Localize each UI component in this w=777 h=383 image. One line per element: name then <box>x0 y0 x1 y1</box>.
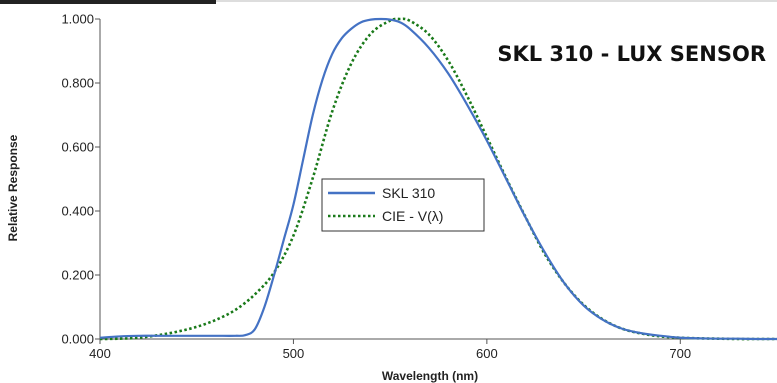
x-tick-label: 600 <box>476 346 498 361</box>
x-axis-title: Wavelength (nm) <box>382 369 478 383</box>
series-lines <box>99 17 777 341</box>
top-left-bar <box>0 0 216 4</box>
y-axis: 0.000 0.200 0.400 0.600 0.800 1.000 <box>61 12 101 347</box>
chart-title: SKL 310 - LUX SENSOR <box>497 42 766 66</box>
y-tick-label: 0.600 <box>61 140 94 155</box>
y-tick-label: 0.400 <box>61 204 94 219</box>
series-line-cie-v-lambda <box>99 17 777 341</box>
y-tick-label: 1.000 <box>61 12 94 27</box>
legend-label-skl-310: SKL 310 <box>382 185 435 201</box>
legend-box <box>321 178 485 232</box>
legend: SKL 310 CIE - V(λ) <box>321 178 485 232</box>
x-tick-label: 500 <box>283 346 305 361</box>
x-axis: 400 500 600 700 <box>89 338 777 361</box>
x-tick-label: 700 <box>669 346 691 361</box>
y-tick-label: 0.800 <box>61 76 94 91</box>
y-tick-label: 0.000 <box>61 332 94 347</box>
x-tick-label: 400 <box>89 346 111 361</box>
series-line-skl-310 <box>99 17 777 341</box>
y-tick-label: 0.200 <box>61 268 94 283</box>
y-axis-title: Relative Response <box>6 134 20 241</box>
legend-label-cie-v-lambda: CIE - V(λ) <box>382 208 443 224</box>
